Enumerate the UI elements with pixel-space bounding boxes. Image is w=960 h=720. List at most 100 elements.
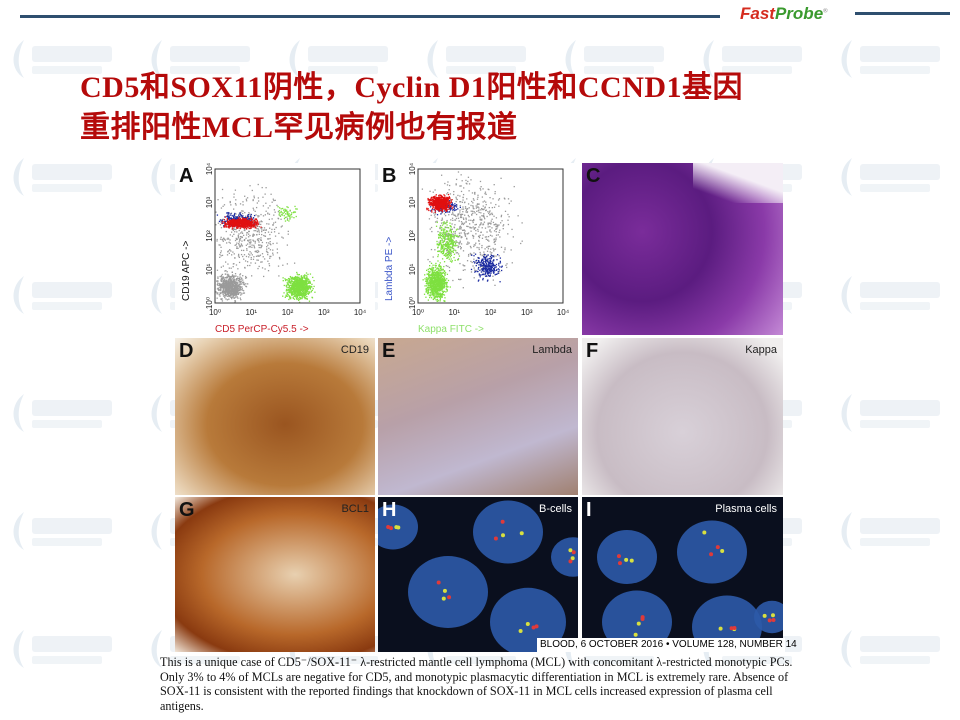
data-point xyxy=(435,281,437,283)
data-point xyxy=(444,285,446,288)
data-point xyxy=(440,247,442,249)
data-point xyxy=(425,282,428,285)
data-point xyxy=(257,221,259,223)
data-point xyxy=(432,273,435,275)
data-point xyxy=(300,283,302,285)
data-point xyxy=(267,207,269,209)
data-point xyxy=(225,226,227,228)
data-point xyxy=(436,298,439,301)
data-point xyxy=(255,206,258,209)
data-point xyxy=(309,288,312,290)
data-point xyxy=(458,232,461,234)
data-point xyxy=(440,279,442,282)
data-point xyxy=(241,221,243,223)
data-point xyxy=(446,278,448,280)
data-point xyxy=(457,194,459,197)
data-point xyxy=(245,227,248,229)
data-point xyxy=(266,251,268,253)
data-point xyxy=(227,226,229,228)
data-point xyxy=(436,289,438,291)
data-point xyxy=(452,279,454,282)
data-point xyxy=(237,227,239,229)
data-point xyxy=(225,285,228,288)
data-point xyxy=(254,220,256,223)
data-point xyxy=(432,286,434,288)
data-point xyxy=(217,289,220,291)
data-point xyxy=(483,221,486,223)
data-point xyxy=(429,271,431,274)
data-point xyxy=(288,298,290,301)
watermark-block xyxy=(860,400,940,416)
data-point xyxy=(236,238,239,240)
data-point xyxy=(478,261,480,263)
data-point xyxy=(497,272,499,275)
data-point xyxy=(476,262,478,265)
data-point xyxy=(450,226,452,228)
data-point xyxy=(487,260,489,263)
data-point xyxy=(487,224,489,226)
data-point xyxy=(508,216,510,218)
data-point xyxy=(221,280,223,283)
data-point xyxy=(485,193,487,195)
data-point xyxy=(252,235,254,237)
data-point xyxy=(229,239,231,241)
data-point xyxy=(237,236,240,238)
data-point xyxy=(242,255,244,258)
data-point xyxy=(426,280,428,282)
data-point xyxy=(228,280,231,282)
data-point xyxy=(445,211,447,213)
data-point xyxy=(246,249,248,251)
data-point xyxy=(252,225,254,227)
data-point xyxy=(301,277,304,279)
data-point xyxy=(304,297,307,299)
data-point xyxy=(239,289,241,292)
data-point xyxy=(306,288,309,290)
data-point xyxy=(255,221,257,224)
data-point xyxy=(269,227,271,229)
data-point xyxy=(308,282,310,284)
data-point xyxy=(487,262,489,264)
data-point xyxy=(226,288,228,290)
data-point xyxy=(441,235,444,238)
data-point xyxy=(286,216,288,218)
data-point xyxy=(498,198,501,200)
data-point xyxy=(483,256,485,259)
data-point xyxy=(442,281,444,283)
watermark-logo-mark xyxy=(13,630,24,668)
data-point xyxy=(487,263,489,266)
data-point xyxy=(473,219,475,222)
data-point xyxy=(296,280,298,282)
data-point xyxy=(252,224,254,226)
data-point xyxy=(229,220,231,223)
data-point xyxy=(228,225,230,228)
data-point xyxy=(228,274,230,276)
data-point xyxy=(250,214,252,216)
data-point xyxy=(434,280,436,282)
data-point xyxy=(251,189,253,192)
data-point xyxy=(279,215,282,217)
data-point xyxy=(257,267,259,270)
data-point xyxy=(232,279,235,282)
data-point xyxy=(441,226,443,229)
data-point xyxy=(437,233,440,236)
data-point xyxy=(521,240,523,242)
data-point xyxy=(489,265,491,268)
data-point xyxy=(312,288,314,290)
data-point xyxy=(241,240,243,242)
data-point xyxy=(480,274,482,276)
data-point xyxy=(431,271,433,274)
data-point xyxy=(227,220,229,223)
data-point xyxy=(459,209,461,211)
data-point xyxy=(435,271,437,273)
data-point xyxy=(442,272,445,274)
data-point xyxy=(433,296,436,298)
data-point xyxy=(233,278,235,281)
data-point xyxy=(228,241,230,243)
watermark-block xyxy=(32,656,102,664)
data-point xyxy=(235,244,237,246)
data-point xyxy=(222,281,224,283)
data-point xyxy=(445,291,447,293)
data-point xyxy=(249,218,251,221)
data-point xyxy=(484,265,486,267)
data-point xyxy=(441,228,443,230)
